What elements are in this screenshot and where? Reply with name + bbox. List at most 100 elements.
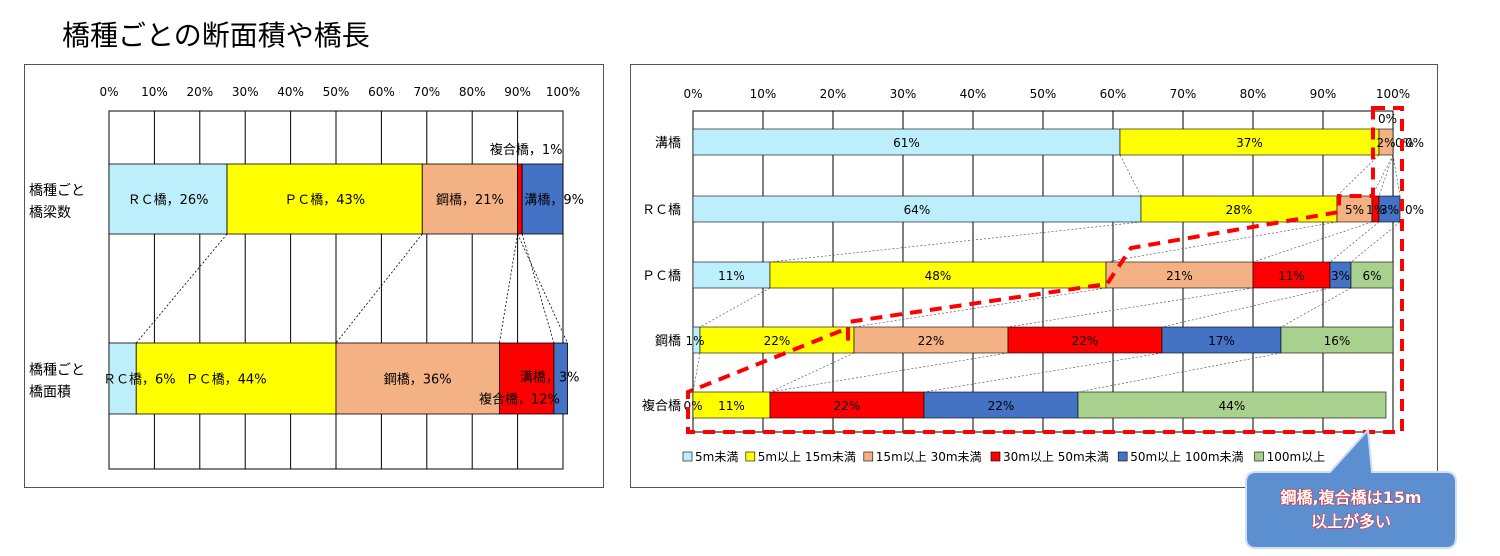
- data-label: 48%: [925, 269, 952, 283]
- bar-segment: [226, 163, 423, 235]
- x-tick-label: 70%: [1170, 87, 1197, 101]
- legend-label: 30m以上 50m未満: [1003, 450, 1109, 464]
- data-label: 複合橋，12%: [479, 392, 560, 408]
- data-label: 5%: [1345, 203, 1364, 217]
- x-tick-label: 90%: [504, 85, 531, 99]
- data-label: 17%: [1208, 334, 1235, 348]
- bar-segment: [108, 163, 228, 235]
- x-tick-label: 40%: [960, 87, 987, 101]
- legend-swatch: [863, 451, 874, 462]
- x-tick-label: 0%: [683, 87, 702, 101]
- bar-segment: [553, 342, 568, 415]
- data-label: 64%: [904, 203, 931, 217]
- data-label: 3%: [1380, 203, 1399, 217]
- data-label: ＲＣ橋，6%: [103, 373, 176, 388]
- x-tick-label: 60%: [1100, 87, 1127, 101]
- legend-label: 100m以上: [1267, 450, 1326, 464]
- data-label: 22%: [834, 399, 861, 413]
- data-label: 鋼橋，36%: [384, 373, 452, 388]
- bridge-length-share-chart: 0% 10% 20% 30% 40% 50% 60% 70% 80% 90% 100% 溝橋 61% 37…: [642, 87, 1424, 464]
- data-label: 0%: [683, 399, 702, 413]
- data-label: 22%: [918, 334, 945, 348]
- data-label: 0%: [1405, 203, 1424, 217]
- data-label: 61%: [893, 136, 920, 150]
- x-tick-label: 40%: [277, 85, 304, 99]
- bridge-type-share-chart: 0% 10% 20% 30% 40% 50% 60% 70% 80% 90% 100%橋種ごと橋梁数…: [29, 85, 584, 470]
- data-label: 3%: [1331, 269, 1350, 283]
- bridge-type-share-chart-panel: 0% 10% 20% 30% 40% 50% 60% 70% 80% 90% 100% 橋種ごと 橋梁数…: [24, 64, 604, 488]
- category-label: ＰＣ橋: [642, 269, 681, 284]
- category-label: 複合橋: [642, 398, 681, 414]
- x-tick-label: 10%: [141, 85, 168, 99]
- legend-swatch: [745, 451, 756, 462]
- data-label: 37%: [1236, 136, 1263, 150]
- data-label: 複合橋，1%: [490, 142, 563, 158]
- x-tick-label: 70%: [413, 85, 440, 99]
- data-label: 11%: [1278, 269, 1305, 283]
- data-label: ＰＣ橋，43%: [284, 193, 365, 208]
- data-label: 2%: [1376, 136, 1395, 150]
- data-label: 22%: [764, 334, 791, 348]
- x-tick-label: 30%: [232, 85, 259, 99]
- x-tick-label: 100%: [546, 85, 580, 99]
- data-label: 1%: [685, 334, 704, 348]
- data-label: 0%: [1378, 112, 1397, 126]
- category-label: 溝橋: [655, 136, 681, 151]
- x-tick-label: 90%: [1310, 87, 1337, 101]
- connector-line: [335, 233, 423, 344]
- connector-line: [1392, 154, 1401, 197]
- x-tick-label: 20%: [186, 85, 213, 99]
- x-tick-label: 0%: [99, 85, 118, 99]
- category-label: 橋梁数: [29, 205, 71, 221]
- data-label: ＲＣ橋，26%: [128, 193, 209, 208]
- data-label: ＰＣ橋，44%: [186, 373, 267, 388]
- x-tick-label: 50%: [323, 85, 350, 99]
- data-label: 0%: [1405, 136, 1424, 150]
- x-tick-label: 20%: [820, 87, 847, 101]
- legend-label: 5m未満: [695, 450, 738, 464]
- x-tick-label: 50%: [1030, 87, 1057, 101]
- x-tick-label: 80%: [459, 85, 486, 99]
- bar-segment: [521, 163, 564, 235]
- data-label: 28%: [1226, 203, 1253, 217]
- data-label: 鋼橋，21%: [436, 193, 504, 208]
- bridge-length-share-chart-panel: 0% 10% 20% 30% 40% 50% 60% 70% 80% 90% 100% 溝橋 61% 37…: [630, 64, 1438, 488]
- category-label: 橋種ごと: [29, 363, 85, 379]
- legend-swatch: [682, 451, 693, 462]
- legend-swatch: [1117, 451, 1128, 462]
- x-tick-label: 80%: [1240, 87, 1267, 101]
- data-label: 11%: [718, 399, 745, 413]
- data-label: 44%: [1219, 399, 1246, 413]
- callout-text: 鋼橋,複合橋は15m: [1279, 488, 1421, 507]
- bar-segment: [108, 342, 137, 415]
- bar-segment: [135, 342, 337, 415]
- legend-label: 15m以上 30m未満: [876, 450, 982, 464]
- data-label: 11%: [718, 269, 745, 283]
- x-tick-label: 100%: [1376, 87, 1410, 101]
- data-label: 22%: [988, 399, 1015, 413]
- bar-segment: [499, 342, 555, 415]
- data-label: 溝橋，9%: [524, 193, 584, 208]
- x-tick-label: 30%: [890, 87, 917, 101]
- x-tick-label: 10%: [750, 87, 777, 101]
- legend-label: 50m以上 100m未満: [1130, 450, 1243, 464]
- data-label: 16%: [1324, 334, 1351, 348]
- connector-line: [521, 233, 555, 344]
- category-label: 橋種ごと: [29, 183, 85, 199]
- data-label: 6%: [1362, 269, 1381, 283]
- page-title: 橋種ごとの断面積や橋長: [62, 19, 370, 52]
- data-label: 21%: [1166, 269, 1193, 283]
- callout-text: 以上が多い: [1311, 512, 1391, 531]
- data-label: 溝橋，3%: [520, 371, 580, 386]
- connector-line: [499, 233, 518, 344]
- bar-segment: [421, 163, 519, 235]
- legend-swatch: [1254, 451, 1264, 462]
- category-label: ＲＣ橋: [642, 203, 681, 218]
- legend-label: 5m以上 15m未満: [758, 450, 856, 464]
- category-label: 鋼橋: [655, 334, 681, 349]
- category-label: 橋面積: [29, 385, 71, 401]
- bar-segment: [517, 163, 523, 235]
- legend-swatch: [990, 451, 1001, 462]
- data-label: 22%: [1072, 334, 1099, 348]
- x-tick-label: 60%: [368, 85, 395, 99]
